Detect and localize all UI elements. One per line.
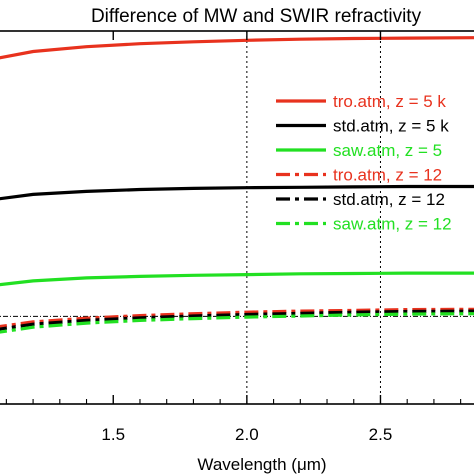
x-tick-label-0: 1.5	[101, 425, 125, 444]
series-line-5	[0, 312, 474, 334]
x-tick-label-2: 2.5	[369, 425, 393, 444]
series-line-0	[0, 36, 474, 60]
legend-label-3: tro.atm, z = 12	[333, 166, 442, 185]
legend-label-0: tro.atm, z = 5 k	[333, 92, 446, 111]
legend-label-5: saw.atm, z = 12	[333, 215, 452, 234]
series-line-4	[0, 309, 474, 331]
plot-frame	[0, 30, 474, 405]
legend-label-2: saw.atm, z = 5	[333, 141, 442, 160]
reference-vlines	[246, 31, 381, 404]
x-tick-label-1: 2.0	[235, 425, 259, 444]
series-line-3	[0, 307, 474, 329]
series-group	[0, 36, 474, 334]
x-axis-label: Wavelength (μm)	[197, 455, 326, 474]
series-line-2	[0, 271, 474, 287]
legend: tro.atm, z = 5 k std.atm, z = 5 k saw.atm,…	[276, 92, 452, 234]
chart-title: Difference of MW and SWIR refractivity	[91, 6, 422, 27]
legend-label-1: std.atm, z = 5 k	[333, 117, 449, 136]
series-line-1	[0, 184, 474, 201]
x-axis-ticks: 1.5 2.0 2.5	[5, 31, 462, 444]
legend-label-4: std.atm, z = 12	[333, 190, 445, 209]
